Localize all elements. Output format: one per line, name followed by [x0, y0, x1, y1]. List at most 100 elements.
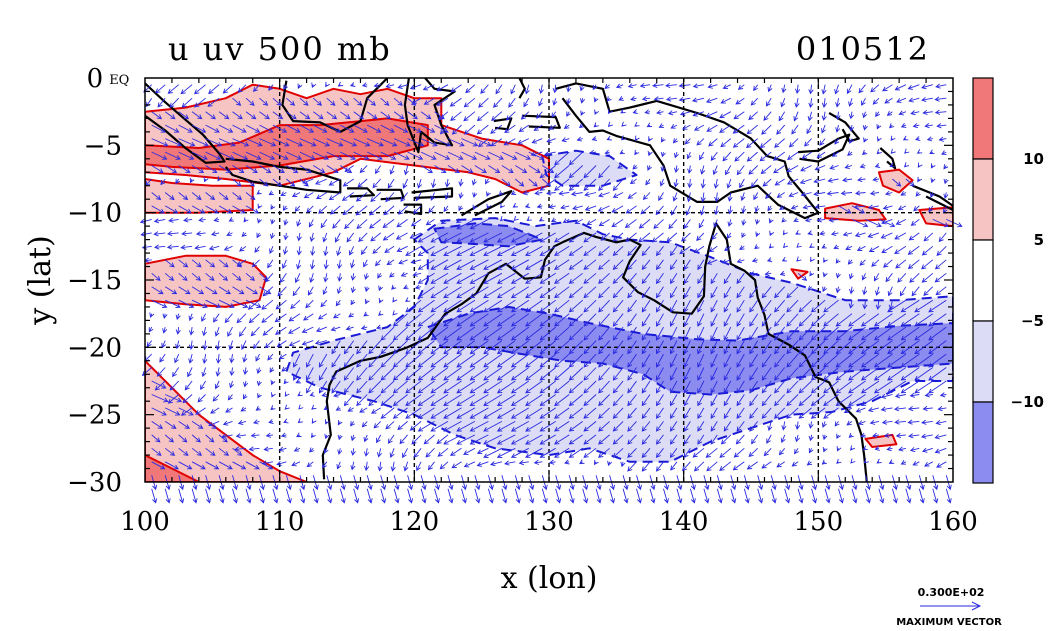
wind-vector-533: [840, 190, 853, 196]
wind-vector-242: [165, 138, 182, 147]
wind-vector-1395: [333, 392, 341, 398]
wind-vector-1096: [345, 325, 354, 331]
wind-vector-1204: [188, 353, 194, 364]
wind-vector-1712: [564, 459, 570, 465]
wind-vector-101: [678, 96, 691, 103]
wind-vector-1717: [627, 461, 637, 472]
wind-vector-123: [178, 111, 190, 120]
wind-vector-231: [821, 124, 826, 134]
wind-vector-1446: [210, 407, 220, 414]
wind-vector-1679: [922, 447, 933, 453]
wind-vector-17: [361, 82, 368, 88]
wind-vector-721: [141, 244, 152, 250]
wind-vector-1853: [851, 488, 858, 504]
wind-vector-1232: [554, 353, 570, 368]
wind-vector-1237: [627, 353, 637, 368]
wind-vector-371: [286, 165, 299, 173]
wind-vector-155: [607, 108, 613, 115]
wind-vector-466: [750, 178, 759, 188]
wind-vector-750: [525, 245, 543, 256]
wind-vector-454: [583, 178, 597, 191]
wind-vector-11: [283, 84, 288, 90]
wind-vector-203: [440, 124, 449, 135]
wind-vector-675: [334, 232, 341, 243]
wind-vector-1304: [723, 367, 732, 381]
wind-vector-457: [629, 178, 637, 185]
wind-vector-286: [745, 138, 758, 149]
wind-vector-1240: [669, 353, 678, 368]
wind-vector-742: [417, 245, 435, 256]
wind-vector-1715: [607, 460, 613, 467]
wind-vector-402: [700, 165, 706, 175]
wind-vector-324: [461, 151, 478, 160]
wind-vector-303: [178, 151, 195, 160]
wind-vector-428: [245, 178, 255, 187]
wind-vector-131: [286, 111, 297, 120]
colorbar-label--10: −10: [1011, 393, 1044, 411]
wind-vector-1064: [723, 313, 732, 327]
wind-vector-1219: [380, 353, 395, 368]
wind-vector-1124: [723, 326, 732, 341]
wind-vector-530: [800, 191, 812, 197]
wind-vector-1590: [525, 434, 543, 445]
wind-vector-871: [539, 272, 556, 284]
wind-vector-463: [713, 178, 719, 189]
wind-vector-1731: [821, 459, 827, 465]
wind-vector-603: [168, 217, 179, 223]
wind-vector-537: [900, 190, 907, 196]
wind-vector-1649: [510, 447, 530, 458]
wind-vector-1370: [798, 380, 812, 394]
wind-vector-145: [463, 111, 476, 122]
wind-vector-408: [773, 165, 785, 174]
wind-vector-559: [383, 205, 395, 216]
wind-vector-1336: [343, 380, 355, 394]
wind-vector-768: [782, 242, 789, 249]
wind-vector-791: [281, 259, 287, 270]
wind-vector-582: [699, 205, 705, 216]
wind-vector-1068: [774, 313, 786, 327]
wind-vector-815: [598, 259, 610, 270]
wind-vector-602: [153, 218, 166, 224]
wind-vector-225: [732, 124, 745, 134]
wind-vector-434: [315, 178, 327, 185]
wind-vector-397: [632, 164, 638, 170]
wind-vector-553: [306, 205, 314, 213]
wind-vector-816: [612, 259, 624, 270]
wind-vector-825: [736, 258, 745, 264]
wind-vectors: [139, 81, 963, 504]
wind-vector-96: [618, 96, 624, 101]
wind-vector-1207: [229, 354, 235, 364]
wind-vector-641: [683, 219, 691, 229]
wind-vector-812: [554, 259, 570, 270]
wind-vector-1024: [188, 313, 194, 322]
wind-vector-767: [768, 243, 775, 249]
wind-vector-167: [763, 111, 772, 121]
wind-vector-867: [483, 272, 503, 284]
wind-vector-1677: [898, 446, 907, 452]
wind-vector-529: [788, 192, 799, 198]
wind-vector-1186: [749, 340, 759, 355]
wind-vector-135: [340, 111, 351, 120]
wind-vector-685: [456, 232, 476, 243]
wind-vector-72: [299, 97, 309, 106]
wind-vector-1295: [598, 367, 610, 381]
wind-vector-1023: [175, 313, 181, 320]
wind-vector-10: [268, 84, 274, 91]
wind-vector-383: [447, 165, 460, 173]
wind-vector-820: [669, 259, 678, 271]
wind-vector-1185: [736, 340, 745, 355]
wind-vector-1424: [723, 394, 732, 407]
wind-vector-1739: [924, 461, 934, 467]
wind-vector-823: [706, 259, 718, 265]
wind-vector-1442: [165, 407, 181, 416]
wind-vector-620: [396, 219, 408, 228]
wind-vector-1377: [887, 380, 907, 394]
wind-vector-69: [259, 97, 269, 106]
wind-vector-1058: [641, 313, 651, 327]
wind-vector-357: [904, 148, 910, 154]
wind-vector-318: [380, 151, 397, 160]
wind-vector-1564: [191, 434, 201, 443]
wind-vector-1387: [227, 394, 233, 401]
wind-vector-1094: [315, 326, 327, 333]
wind-vector-546: [218, 205, 233, 214]
